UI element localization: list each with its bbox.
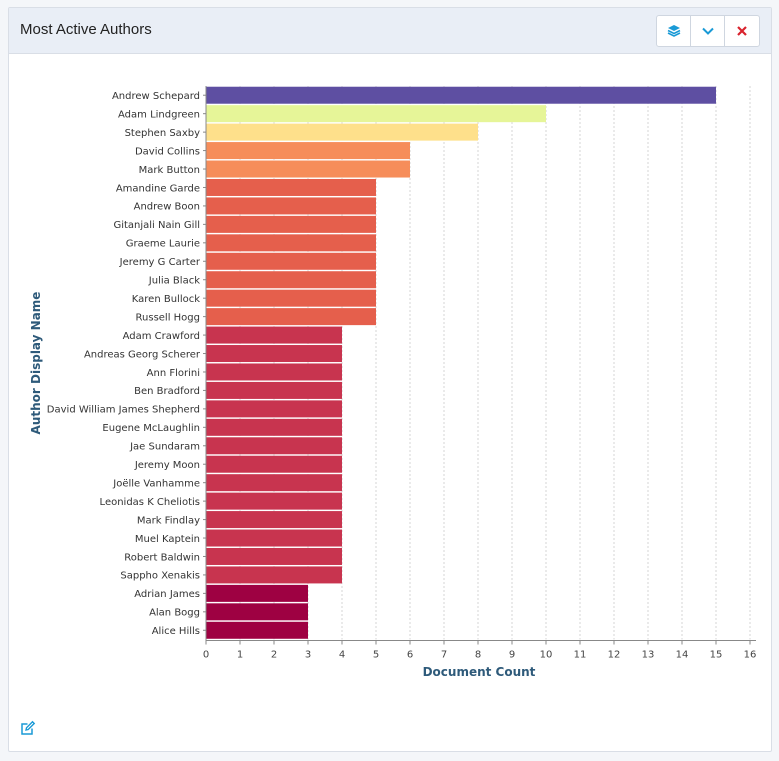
- bar[interactable]: [206, 566, 342, 584]
- bar[interactable]: [206, 271, 376, 289]
- bar[interactable]: [206, 529, 342, 547]
- x-axis: 0 1 2 3 4 5 6 7 8 9 10 11 12 13 14 15 16: [203, 86, 757, 661]
- edit-button[interactable]: [20, 720, 38, 738]
- bar[interactable]: [206, 252, 376, 270]
- x-tick-label: 3: [305, 650, 311, 661]
- y-tick-label: Mark Findlay: [137, 515, 200, 526]
- y-tick-label: Muel Kaptein: [135, 534, 200, 545]
- y-tick-label: David Collins: [135, 146, 200, 157]
- y-tick-label: Alice Hills: [152, 626, 200, 637]
- panel-title: Most Active Authors: [20, 21, 152, 38]
- x-tick-label: 2: [271, 650, 277, 661]
- y-tick-label: Mark Button: [139, 165, 200, 176]
- bar[interactable]: [206, 142, 410, 160]
- y-tick-label: Karen Bullock: [132, 294, 200, 305]
- bar[interactable]: [206, 418, 342, 436]
- y-axis-title: Author Display Name: [29, 292, 43, 435]
- bar[interactable]: [206, 603, 308, 621]
- bar[interactable]: [206, 547, 342, 565]
- bar[interactable]: [206, 105, 546, 123]
- x-tick-label: 1: [237, 650, 243, 661]
- y-tick-label: Andreas Georg Scherer: [84, 349, 201, 360]
- bar[interactable]: [206, 584, 308, 602]
- y-tick-label: Eugene McLaughlin: [102, 423, 200, 434]
- bar[interactable]: [206, 215, 376, 233]
- bar[interactable]: [206, 381, 342, 399]
- bar[interactable]: [206, 511, 342, 529]
- y-tick-label: Jae Sundaram: [129, 442, 200, 453]
- chevron-down-icon: [701, 27, 714, 35]
- bar[interactable]: [206, 308, 376, 326]
- x-axis-title: Document Count: [423, 665, 536, 679]
- x-tick-label: 13: [642, 650, 655, 661]
- x-tick-label: 6: [407, 650, 413, 661]
- y-tick-label: Adrian James: [134, 589, 200, 600]
- bars: [206, 86, 716, 639]
- y-tick-labels: Andrew Schepard Adam Lindgreen Stephen Sax…: [47, 91, 206, 637]
- bar[interactable]: [206, 289, 376, 307]
- y-tick-label: Graeme Laurie: [126, 239, 200, 250]
- y-tick-label: Robert Baldwin: [124, 552, 200, 563]
- panel-header: Most Active Authors: [9, 8, 771, 54]
- y-tick-label: Adam Lindgreen: [118, 109, 200, 120]
- y-tick-label: Amandine Garde: [116, 183, 200, 194]
- layers-button[interactable]: [657, 16, 691, 46]
- x-tick-label: 12: [608, 650, 621, 661]
- y-tick-label: Leonidas K Cheliotis: [100, 497, 200, 508]
- x-tick-label: 14: [676, 650, 689, 661]
- y-tick-label: Sappho Xenakis: [120, 571, 200, 582]
- x-tick-label: 8: [475, 650, 481, 661]
- x-tick-label: 9: [509, 650, 515, 661]
- x-tick-label: 7: [441, 650, 447, 661]
- y-tick-label: Russell Hogg: [136, 312, 200, 323]
- y-tick-label: Joëlle Vanhamme: [112, 478, 200, 489]
- y-tick-label: David William James Shepherd: [47, 405, 200, 416]
- x-tick-label: 4: [339, 650, 345, 661]
- bar[interactable]: [206, 178, 376, 196]
- bar[interactable]: [206, 474, 342, 492]
- y-tick-label: Adam Crawford: [123, 331, 200, 342]
- bar[interactable]: [206, 400, 342, 418]
- bar[interactable]: [206, 492, 342, 510]
- bar[interactable]: [206, 234, 376, 252]
- x-tick-label: 11: [574, 650, 587, 661]
- y-tick-label: Andrew Schepard: [112, 91, 200, 102]
- x-tick-label: 0: [203, 650, 209, 661]
- collapse-button[interactable]: [691, 16, 725, 46]
- bar[interactable]: [206, 86, 716, 104]
- y-tick-label: Gitanjali Nain Gill: [113, 220, 200, 231]
- x-tick-label: 5: [373, 650, 379, 661]
- y-tick-label: Ann Florini: [147, 368, 200, 379]
- y-tick-label: Jeremy Moon: [134, 460, 200, 471]
- bar[interactable]: [206, 455, 342, 473]
- grid-lines: [239, 86, 751, 640]
- x-tick-label: 10: [540, 650, 553, 661]
- panel-button-group: [656, 15, 760, 47]
- bar[interactable]: [206, 197, 376, 215]
- bar[interactable]: [206, 345, 342, 363]
- layers-icon: [667, 25, 680, 37]
- close-icon: [737, 26, 747, 36]
- most-active-authors-panel: Most Active Authors: [8, 7, 772, 752]
- bar[interactable]: [206, 437, 342, 455]
- x-tick-label: 16: [744, 650, 757, 661]
- bar[interactable]: [206, 160, 410, 178]
- bar[interactable]: [206, 326, 342, 344]
- x-tick-label: 15: [710, 650, 723, 661]
- y-tick-label: Julia Black: [148, 276, 200, 287]
- close-button[interactable]: [725, 16, 759, 46]
- y-tick-label: Alan Bogg: [149, 608, 200, 619]
- y-tick-label: Ben Bradford: [134, 386, 200, 397]
- bar[interactable]: [206, 621, 308, 639]
- bar[interactable]: [206, 363, 342, 381]
- y-tick-label: Stephen Saxby: [125, 128, 201, 139]
- bar-chart: Andrew Schepard Adam Lindgreen Stephen Sax…: [29, 86, 757, 679]
- edit-icon: [21, 720, 36, 735]
- chart-area: Andrew Schepard Adam Lindgreen Stephen Sax…: [9, 54, 771, 704]
- y-tick-label: Jeremy G Carter: [119, 257, 201, 268]
- y-tick-label: Andrew Boon: [134, 202, 200, 213]
- bar[interactable]: [206, 123, 478, 141]
